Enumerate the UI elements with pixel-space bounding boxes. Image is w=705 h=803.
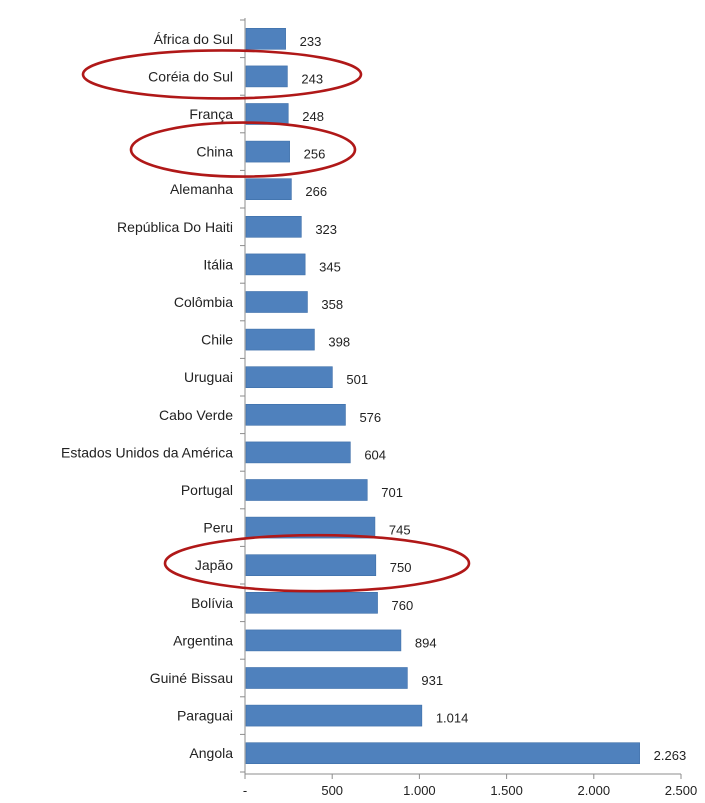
data-label: 701 [381, 485, 403, 500]
category-label: Coréia do Sul [148, 68, 233, 84]
bar-republica-do-haiti [245, 216, 302, 238]
data-label: 398 [328, 335, 350, 350]
highlight-ellipse-japao [163, 533, 471, 593]
bar-angola [245, 742, 640, 765]
bar-portugal [245, 479, 368, 501]
data-label: 1.014 [436, 711, 469, 726]
bar-estados-unidos-da-america [245, 441, 351, 464]
category-label: China [196, 144, 233, 160]
highlight-ellipse-china [129, 121, 357, 178]
category-label: Alemanha [170, 181, 233, 197]
category-label: Itália [203, 256, 233, 272]
data-label: 760 [392, 598, 414, 613]
bar-alemanha [245, 178, 292, 200]
bar-argentina [245, 629, 402, 652]
bar-italia [245, 253, 306, 276]
category-label: Colômbia [174, 294, 233, 310]
category-label: África do Sul [154, 31, 233, 47]
data-label: 894 [415, 635, 437, 650]
data-label: 931 [421, 673, 443, 688]
data-label: 266 [305, 184, 327, 199]
data-label: 576 [359, 410, 381, 425]
category-label: Paraguai [177, 708, 233, 724]
category-label: Argentina [173, 632, 233, 648]
x-tick-label: 1.500 [490, 783, 523, 798]
data-label: 745 [389, 523, 411, 538]
bar-colombia [245, 291, 308, 313]
bar-peru [245, 516, 376, 539]
bar-franca [245, 103, 289, 125]
bar-bolivia [245, 591, 378, 614]
data-label: 604 [364, 447, 386, 462]
data-label: 345 [319, 259, 341, 274]
labels-group: África do Sul 233 Coréia do Sul 243 França 24… [61, 31, 686, 763]
data-label: 501 [346, 372, 368, 387]
x-tick-label: 1.000 [403, 783, 436, 798]
data-label: 358 [321, 297, 343, 312]
bar-paraguai [245, 704, 423, 727]
category-label: República Do Haiti [117, 219, 233, 235]
highlight-group [81, 49, 471, 593]
category-label: Peru [203, 520, 233, 536]
bar-china [245, 140, 290, 163]
data-label: 2.263 [654, 748, 687, 763]
category-label: Angola [189, 745, 233, 761]
x-tick-label: - [243, 783, 247, 798]
category-label: Chile [201, 332, 233, 348]
category-label: Uruguai [184, 369, 233, 385]
x-tick-label: 2.000 [578, 783, 611, 798]
highlight-ellipse-coreia-do-sul [81, 49, 363, 100]
category-label: Estados Unidos da América [61, 444, 233, 460]
bar-chile [245, 328, 315, 351]
category-label: Portugal [181, 482, 233, 498]
bar-uruguai [245, 366, 333, 389]
category-label: Cabo Verde [159, 407, 233, 423]
bar-coreia-do-sul [245, 65, 288, 88]
data-label: 233 [300, 34, 322, 49]
bars-group [245, 27, 640, 765]
category-label: Guiné Bissau [150, 670, 233, 686]
data-label: 323 [315, 222, 337, 237]
x-axis: - 500 1.000 1.500 2.000 2.500 [240, 18, 697, 798]
data-label: 750 [390, 560, 412, 575]
bar-japao [245, 554, 377, 577]
data-label: 256 [304, 147, 326, 162]
category-label: Bolívia [191, 595, 233, 611]
category-label: Japão [195, 557, 233, 573]
bar-guine-bissau [245, 667, 408, 689]
bar-africa-do-sul [245, 27, 286, 50]
x-tick-label: 2.500 [665, 783, 698, 798]
category-label: França [189, 106, 233, 122]
bar-cabo-verde [245, 403, 346, 426]
x-tick-label: 500 [321, 783, 343, 798]
data-label: 243 [301, 71, 323, 86]
data-label: 248 [302, 109, 324, 124]
